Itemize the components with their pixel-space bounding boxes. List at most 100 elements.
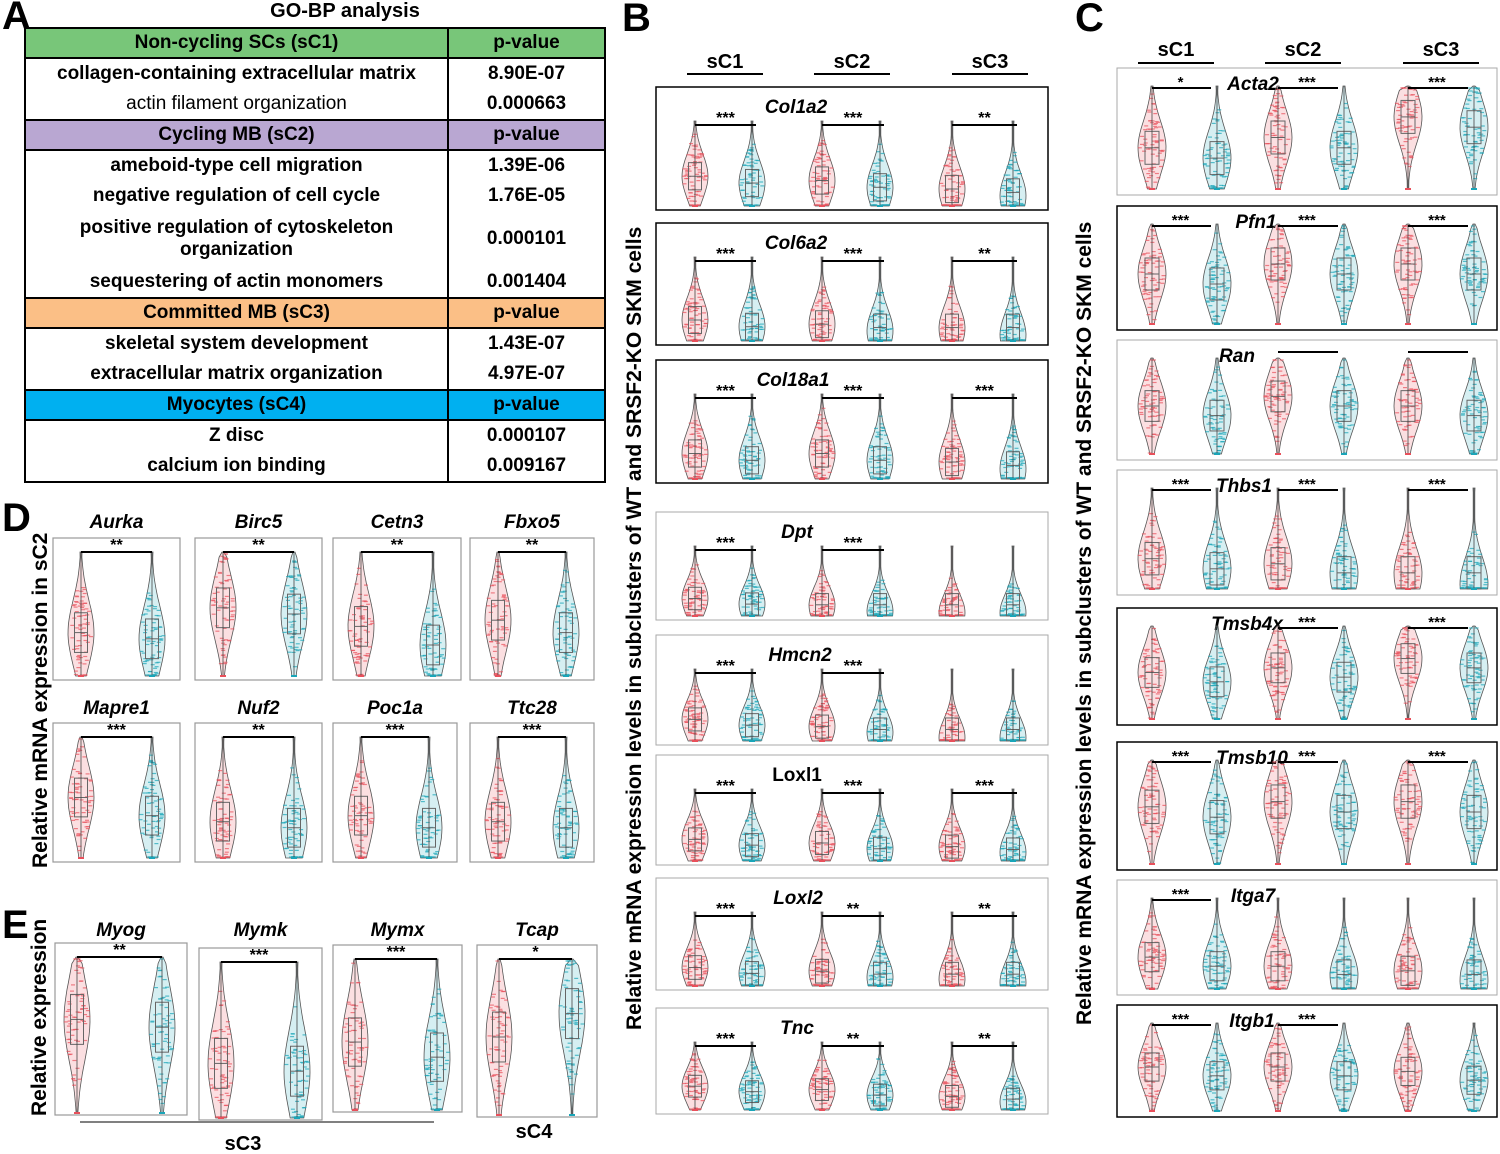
gene-plot-frame (655, 86, 1049, 211)
sig-stars: *** (1298, 74, 1316, 91)
go-table-title: GO-BP analysis (270, 0, 420, 22)
violin-ko (999, 393, 1027, 480)
go-pvalue: 0.001404 (486, 271, 567, 292)
violin-wt (938, 911, 966, 987)
violin-ko (1202, 223, 1232, 325)
go-pvalue: 1.39E-06 (487, 155, 566, 176)
sig-stars: *** (844, 246, 863, 263)
gene-label: Loxl2 (773, 888, 823, 909)
group-label-sC3: sC3 (972, 51, 1009, 73)
violin-wt (808, 668, 836, 742)
gene-plot-frame (1116, 339, 1498, 461)
go-term: sequestering of actin monomers (25, 267, 449, 298)
violin-ko (999, 911, 1027, 987)
sig-stars: *** (716, 778, 735, 795)
gene-label: Dpt (781, 522, 813, 543)
sig-stars: * (1178, 74, 1184, 91)
y-axis-label: Relative mRNA expression levels in subcl… (623, 227, 646, 1030)
go-pvalue: 0.000107 (486, 425, 567, 446)
violin-ko (738, 393, 766, 480)
go-term: actin filament organization (25, 89, 449, 120)
panel-label-d: D (2, 496, 31, 540)
sig-stars: *** (716, 901, 735, 918)
violin-wt (808, 393, 836, 480)
violin-wt (938, 668, 966, 742)
go-pvalue: 1.76E-05 (487, 185, 566, 206)
sig-stars: *** (844, 383, 863, 400)
violin-ko (1459, 85, 1489, 190)
violin-ko (999, 120, 1027, 207)
violin-wt (808, 120, 836, 207)
sig-stars: *** (1428, 212, 1446, 229)
violin-wt (1263, 357, 1293, 455)
gene-label: Ran (1219, 346, 1255, 367)
sig-stars: *** (844, 778, 863, 795)
go-pvalue-header: p-value (448, 389, 605, 421)
violin-wt (808, 1041, 836, 1111)
violin-ko (999, 788, 1027, 862)
gene-plot-frame (655, 877, 1049, 991)
violin-ko (866, 668, 894, 742)
gene-label: Loxl1 (772, 765, 822, 786)
gene-label: Pfn1 (1235, 212, 1276, 233)
violin-ko (999, 256, 1027, 342)
sig-stars: ** (978, 1031, 991, 1048)
violin-ko (999, 1041, 1027, 1111)
violin-wt (808, 788, 836, 862)
gene-label: Acta2 (1226, 74, 1279, 95)
group-label-sC3: sC3 (1423, 39, 1460, 61)
gene-plot-frame (655, 634, 1049, 746)
violin-ko (866, 788, 894, 862)
sig-stars: *** (844, 658, 863, 675)
sig-stars: ** (978, 246, 991, 263)
gene-label: Tnc (780, 1018, 814, 1039)
violin-ko (999, 545, 1027, 617)
violin-ko (999, 668, 1027, 742)
violin-wt (808, 911, 836, 987)
violin-ko (738, 545, 766, 617)
gene-plot-frame (655, 1007, 1049, 1115)
go-pvalue-header: p-value (448, 119, 605, 151)
go-section-name: Myocytes (sC4) (25, 389, 449, 421)
sig-stars: ** (847, 901, 860, 918)
go-section-header: Committed MB (sC3) p-value (25, 297, 605, 329)
violin-ko (1329, 223, 1359, 325)
go-pvalue: 0.000663 (486, 93, 567, 114)
violin-wt (1393, 85, 1423, 190)
gene-plot-frame (655, 222, 1049, 346)
go-term-row: extracellular matrix organization 4.97E-0… (25, 359, 605, 390)
sig-stars: ** (847, 1031, 860, 1048)
go-pvalue-header: p-value (448, 27, 605, 59)
panel-label-c: C (1075, 0, 1104, 40)
violin-wt (1137, 357, 1167, 455)
violin-wt (681, 256, 709, 342)
panel-label-e: E (2, 903, 29, 947)
violin-ko (738, 911, 766, 987)
gene-plot-frame (655, 511, 1049, 621)
violin-wt (1263, 85, 1293, 190)
go-term: collagen-containing extracellular matrix (25, 58, 449, 89)
violin-wt (681, 911, 709, 987)
go-term-row: positive regulation of cytoskeleton orga… (25, 211, 605, 267)
violin-ko (1329, 357, 1359, 455)
go-section-header: Myocytes (sC4) p-value (25, 389, 605, 421)
go-pvalue: 8.90E-07 (487, 63, 566, 84)
group-label-sC2: sC2 (1285, 39, 1322, 61)
violin-ko (866, 393, 894, 480)
violin-wt (938, 1041, 966, 1111)
go-section-name: Committed MB (sC3) (25, 297, 449, 329)
go-term-row: calcium ion binding 0.009167 (25, 451, 605, 482)
violin-ko (1329, 85, 1359, 190)
violin-wt (808, 545, 836, 617)
group-label-sC1: sC1 (1158, 39, 1195, 61)
go-pvalue: 0.000101 (486, 228, 567, 249)
violin-wt (681, 668, 709, 742)
go-term-row: actin filament organization 0.000663 (25, 89, 605, 120)
violin-ko (738, 1041, 766, 1111)
violin-wt (938, 788, 966, 862)
violin-ko (738, 668, 766, 742)
go-section-header: Non-cycling SCs (sC1) p-value (25, 27, 605, 59)
violin-ko (866, 545, 894, 617)
violin-ko (1202, 85, 1232, 190)
violin-ko (738, 788, 766, 862)
